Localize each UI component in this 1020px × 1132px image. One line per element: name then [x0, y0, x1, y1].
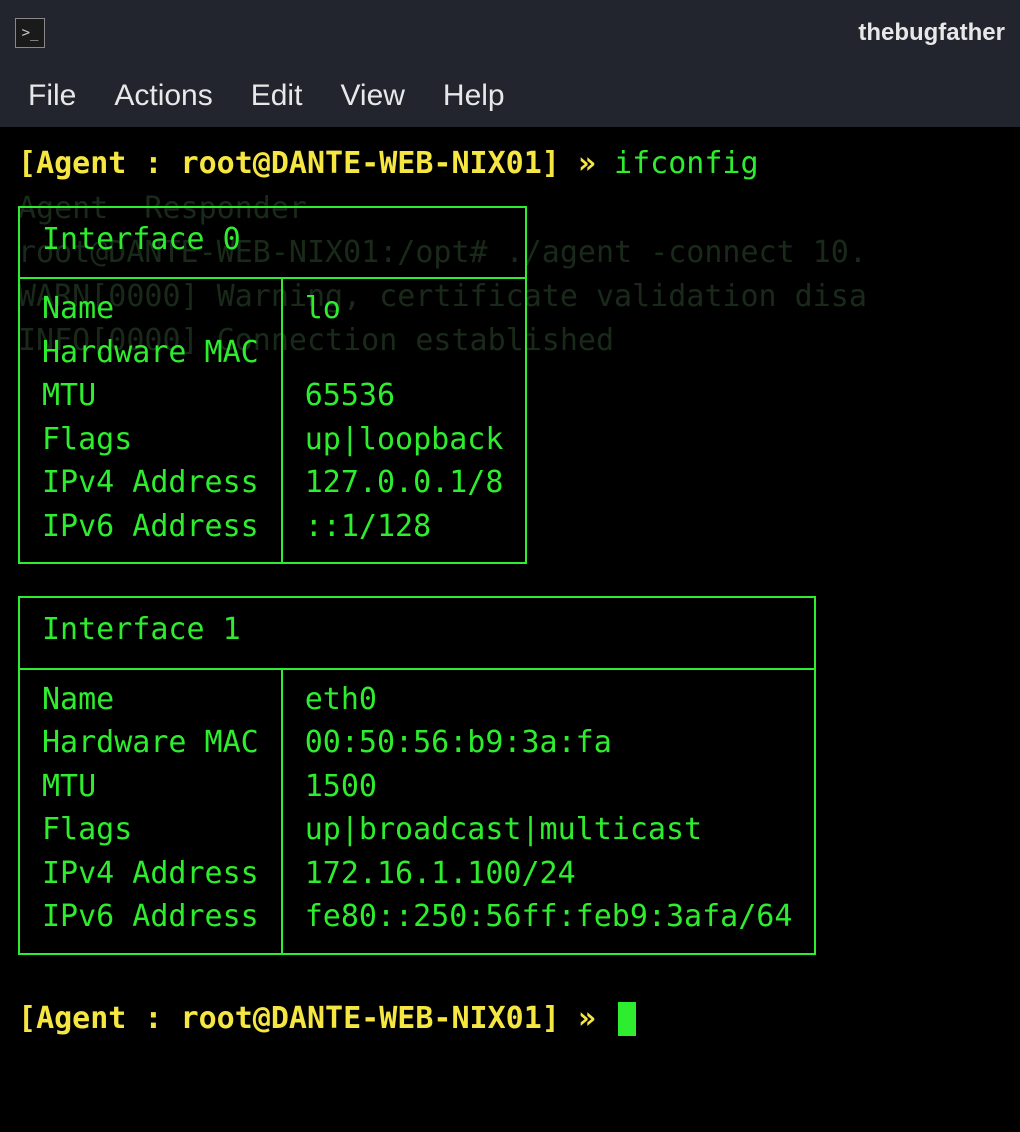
value-ipv6: fe80::250:56ff:feb9:3afa/64: [305, 895, 793, 939]
value-mtu: 65536: [305, 374, 504, 418]
prompt-colon: :: [126, 1001, 180, 1036]
label-mtu: MTU: [42, 765, 259, 809]
interface-0-title: Interface 0: [20, 208, 525, 280]
prompt-bracket-close: ]: [542, 146, 560, 181]
prompt-arrow: »: [560, 1001, 614, 1036]
value-name: eth0: [305, 678, 793, 722]
menu-file[interactable]: File: [28, 79, 76, 113]
prompt-userhost: root@DANTE-WEB-NIX01: [181, 1001, 542, 1036]
prompt-arrow: »: [560, 146, 614, 181]
interface-1-labels: Name Hardware MAC MTU Flags IPv4 Address…: [20, 670, 283, 953]
interface-1-title: Interface 1: [20, 598, 814, 670]
prompt-colon: :: [126, 146, 180, 181]
window-title: thebugfather: [858, 19, 1005, 47]
interface-0-table: Interface 0 Name Hardware MAC MTU Flags …: [18, 206, 527, 565]
window-titlebar: >_ thebugfather: [0, 0, 1020, 65]
label-ipv4: IPv4 Address: [42, 852, 259, 896]
menu-help[interactable]: Help: [443, 79, 505, 113]
label-flags: Flags: [42, 808, 259, 852]
value-ipv4: 127.0.0.1/8: [305, 461, 504, 505]
terminal-icon: >_: [15, 18, 45, 48]
label-name: Name: [42, 287, 259, 331]
command-prompt-line-2: [Agent : root@DANTE-WEB-NIX01] »: [18, 997, 1002, 1041]
value-flags: up|loopback: [305, 418, 504, 462]
command-prompt-line: [Agent : root@DANTE-WEB-NIX01] » ifconfi…: [18, 142, 1002, 186]
label-mtu: MTU: [42, 374, 259, 418]
label-mac: Hardware MAC: [42, 721, 259, 765]
menubar: File Actions Edit View Help: [0, 65, 1020, 127]
label-mac: Hardware MAC: [42, 331, 259, 375]
interface-1-values: eth0 00:50:56:b9:3a:fa 1500 up|broadcast…: [283, 670, 815, 953]
menu-edit[interactable]: Edit: [251, 79, 303, 113]
value-flags: up|broadcast|multicast: [305, 808, 793, 852]
interface-1-table: Interface 1 Name Hardware MAC MTU Flags …: [18, 596, 816, 955]
value-mac: 00:50:56:b9:3a:fa: [305, 721, 793, 765]
cursor: [618, 1002, 636, 1036]
prompt-bracket-open: [: [18, 146, 36, 181]
value-mtu: 1500: [305, 765, 793, 809]
terminal-icon-glyph: >_: [22, 25, 39, 41]
label-ipv6: IPv6 Address: [42, 505, 259, 549]
terminal-output[interactable]: Agent Responder root@DANTE-WEB-NIX01:/op…: [0, 127, 1020, 1075]
prompt-userhost: root@DANTE-WEB-NIX01: [181, 146, 542, 181]
label-name: Name: [42, 678, 259, 722]
label-ipv6: IPv6 Address: [42, 895, 259, 939]
value-ipv4: 172.16.1.100/24: [305, 852, 793, 896]
prompt-bracket-close: ]: [542, 1001, 560, 1036]
menu-actions[interactable]: Actions: [114, 79, 212, 113]
value-name: lo: [305, 287, 504, 331]
interface-0-labels: Name Hardware MAC MTU Flags IPv4 Address…: [20, 279, 283, 562]
interface-0-values: lo 65536 up|loopback 127.0.0.1/8 ::1/128: [283, 279, 526, 562]
value-mac: [305, 331, 504, 375]
command-text: ifconfig: [614, 146, 759, 181]
label-flags: Flags: [42, 418, 259, 462]
prompt-bracket-open: [: [18, 1001, 36, 1036]
prompt-agent-label: Agent: [36, 1001, 126, 1036]
prompt-agent-label: Agent: [36, 146, 126, 181]
menu-view[interactable]: View: [340, 79, 404, 113]
value-ipv6: ::1/128: [305, 505, 504, 549]
label-ipv4: IPv4 Address: [42, 461, 259, 505]
